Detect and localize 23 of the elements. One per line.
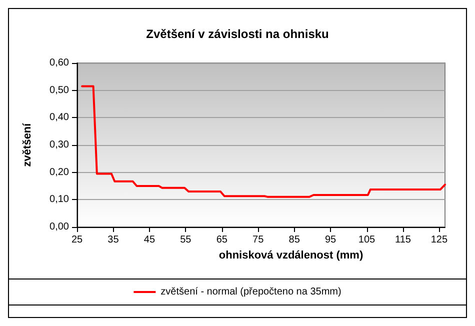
y-tick-label: 0,20 [50, 166, 70, 178]
x-tick-label: 65 [216, 234, 228, 246]
x-tick-label: 95 [324, 234, 337, 246]
y-tick-label: 0,10 [50, 194, 70, 206]
y-tick-label: 0,40 [50, 112, 70, 124]
x-tick-label: 35 [108, 234, 120, 246]
x-tick-label: 125 [430, 234, 448, 246]
x-tick-label: 85 [288, 234, 300, 246]
y-axis-title: zvětšení [22, 122, 34, 167]
x-tick-label: 25 [71, 234, 83, 246]
y-tick-label: 0,50 [50, 84, 70, 96]
chart-title: Zvětšení v závislosti na ohnisku [146, 27, 329, 41]
y-tick-label: 0,60 [50, 58, 70, 68]
y-tick-label: 0,30 [50, 140, 70, 150]
x-tick-label: 105 [358, 234, 376, 246]
x-tick-label: 45 [144, 234, 156, 246]
x-axis-title: ohnisková vzdálenost (mm) [218, 249, 364, 262]
x-tick-label: 55 [180, 234, 192, 246]
y-tick-label: 0,00 [50, 222, 70, 232]
line-series [81, 85, 446, 198]
legend-label: zvětšení - normal (přepočteno na 35mm) [160, 286, 342, 298]
x-tick-label: 115 [395, 234, 412, 246]
x-tick-label: 75 [252, 234, 264, 246]
